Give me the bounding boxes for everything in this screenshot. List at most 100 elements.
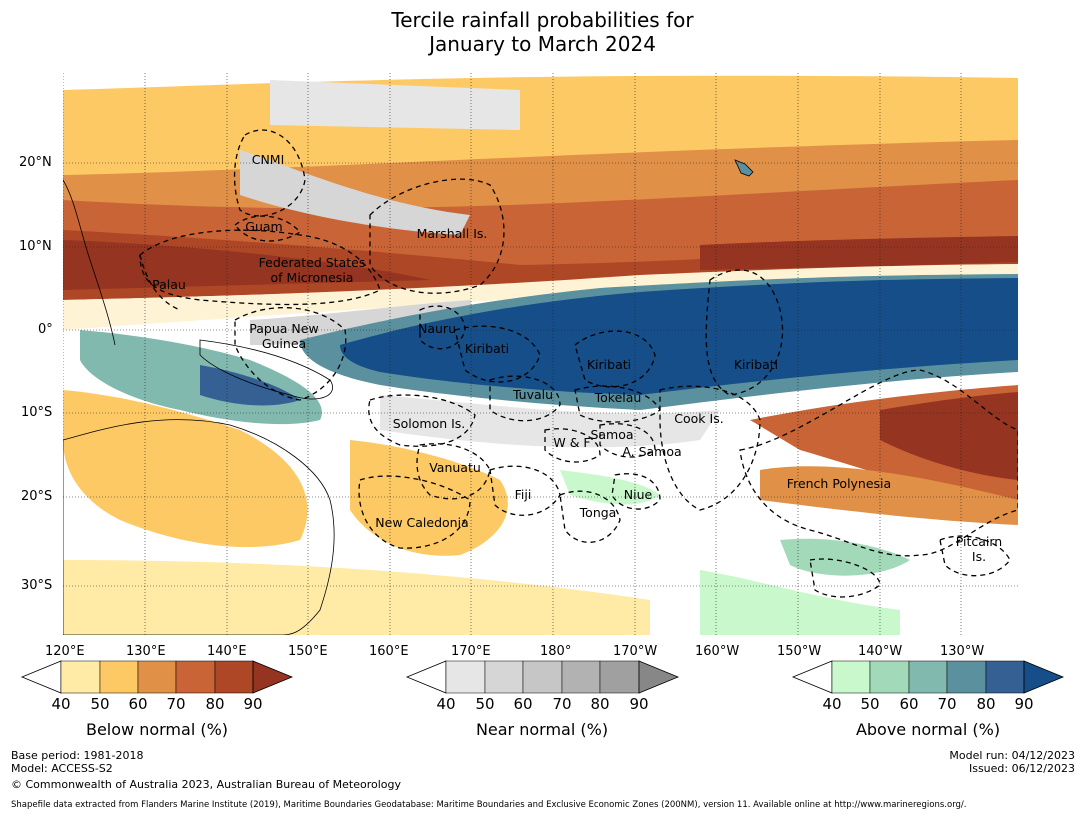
footer-model-run: Model run: 04/12/2023: [949, 749, 1075, 762]
colorbar-tick: 40: [822, 695, 842, 713]
eez-png: [234, 307, 347, 401]
map-field: CNMI Guam Marshall Is. Federated States …: [63, 73, 1018, 635]
above-normal-region: [340, 278, 1018, 395]
lon-label: 150°E: [288, 644, 328, 659]
region-label-palau: Palau: [152, 277, 186, 292]
lon-label: 140°E: [207, 644, 247, 659]
colorbar-title-below-normal: Below normal (%): [85, 720, 229, 739]
eez-kiribati-west: [454, 325, 541, 383]
eez-niue: [611, 473, 661, 510]
colorbar-near-normal: [405, 660, 680, 694]
eez-new-caledonia: [358, 475, 471, 549]
above-normal-region: [780, 538, 910, 576]
lon-label: 170°E: [451, 644, 491, 659]
region-label-kiribati-east: Kiribati: [734, 357, 778, 372]
eez-boundaries: [139, 129, 1018, 598]
near-normal-region: [380, 395, 720, 448]
footer-model: Model: ACCESS-S2: [11, 762, 113, 775]
region-label-vanuatu: Vanuatu: [429, 460, 481, 475]
colorbar-tick: 50: [860, 695, 880, 713]
map-title-line-2: January to March 2024: [429, 32, 656, 56]
eez-pitcairn-south: [809, 558, 881, 598]
lat-label: 20°S: [21, 489, 53, 504]
eez-kiribati-central: [574, 330, 656, 388]
region-label-cook-islands: Cook Is.: [674, 411, 723, 426]
above-normal-region: [560, 470, 660, 505]
lon-label: 150°W: [777, 644, 822, 659]
region-label-png-line2: Guinea: [262, 336, 306, 351]
footer-copyright: © Commonwealth of Australia 2023, Austra…: [11, 778, 401, 791]
colorbar-title-above-normal: Above normal (%): [855, 720, 1001, 739]
colorbar-tick: 70: [166, 695, 186, 713]
region-label-cnmi: CNMI: [252, 152, 285, 167]
colorbar-tick: 80: [976, 695, 996, 713]
below-normal-region: [700, 236, 1018, 270]
colorbar-swatch: [946, 660, 987, 694]
region-label-micronesia-line1: Federated States: [259, 255, 366, 270]
map-title-line-1: Tercile rainfall probabilities for: [391, 8, 694, 32]
above-normal-region: [200, 365, 300, 406]
footer-issued: Issued: 06/12/2023: [968, 762, 1075, 775]
lat-label: 30°S: [21, 578, 53, 593]
eez-kiribati-east: [705, 269, 784, 396]
colorbar-tick: 50: [90, 695, 110, 713]
lon-label: 180°: [540, 644, 572, 659]
eez-tonga: [559, 490, 621, 543]
below-normal-region: [350, 440, 508, 556]
lon-label: 140°W: [858, 644, 903, 659]
colorbar-tick: 70: [552, 695, 572, 713]
region-label-tokelau: Tokelau: [594, 390, 642, 405]
colorbar-max-extend: [638, 660, 680, 694]
colorbar-swatch: [599, 660, 640, 694]
lon-label: 170°W: [613, 644, 658, 659]
colorbar-tick: 90: [1014, 695, 1034, 713]
region-label-fiji: Fiji: [515, 487, 532, 502]
eez-nauru: [419, 305, 466, 350]
region-label-tuvalu: Tuvalu: [512, 387, 553, 402]
colorbar-tick: 70: [937, 695, 957, 713]
colorbar-above-normal: [791, 660, 1065, 694]
region-label-niue: Niue: [624, 487, 653, 502]
colorbar-min-extend: [791, 660, 833, 694]
lon-label: 160°E: [369, 644, 409, 659]
region-label-wallis-futuna: W & F: [553, 435, 590, 450]
colorbar-swatch: [99, 660, 139, 694]
eez-fiji: [489, 465, 561, 516]
colorbar-max-extend: [1023, 660, 1065, 694]
colorbar-swatch: [985, 660, 1025, 694]
region-label-french-polynesia: French Polynesia: [787, 476, 891, 491]
colorbar-tick: 80: [205, 695, 225, 713]
colorbar-swatch: [561, 660, 601, 694]
eez-palau: [139, 254, 181, 311]
colorbar-tick: 50: [475, 695, 495, 713]
transition-band: [63, 264, 1018, 330]
lon-label: 130°W: [940, 644, 985, 659]
lon-label: 130°E: [126, 644, 166, 659]
region-label-micronesia-line2: of Micronesia: [271, 270, 354, 285]
lat-label: 10°N: [19, 239, 52, 254]
region-label-png-line1: Papua New: [249, 321, 318, 336]
colorbar-tick: 60: [513, 695, 533, 713]
eez-tuvalu: [489, 375, 561, 422]
colorbar-tick: 90: [629, 695, 649, 713]
region-label-kiribati-west: Kiribati: [465, 341, 509, 356]
colorbar-tick: 80: [590, 695, 610, 713]
colorbar-swatch: [137, 660, 177, 694]
colorbar-swatch: [175, 660, 216, 694]
lat-label: 20°N: [19, 155, 52, 170]
eez-pitcairn: [939, 535, 1011, 577]
colorbar-swatch: [445, 660, 486, 694]
colorbar-title-near-normal: Near normal (%): [475, 720, 609, 739]
graticule: [63, 73, 1018, 635]
eez-wallis-futuna: [544, 428, 601, 463]
region-label-pitcairn-line2: Is.: [972, 549, 986, 564]
region-label-solomon-islands: Solomon Is.: [393, 416, 466, 431]
colorbar-swatch: [522, 660, 563, 694]
colorbar-min-extend: [405, 660, 447, 694]
footer-base-period: Base period: 1981-2018: [11, 749, 144, 762]
near-normal-region: [240, 150, 470, 235]
colorbar-tick: 90: [243, 695, 263, 713]
coastline: [63, 179, 116, 346]
colorbar-swatch: [214, 660, 254, 694]
region-label-marshall-islands: Marshall Is.: [417, 226, 488, 241]
